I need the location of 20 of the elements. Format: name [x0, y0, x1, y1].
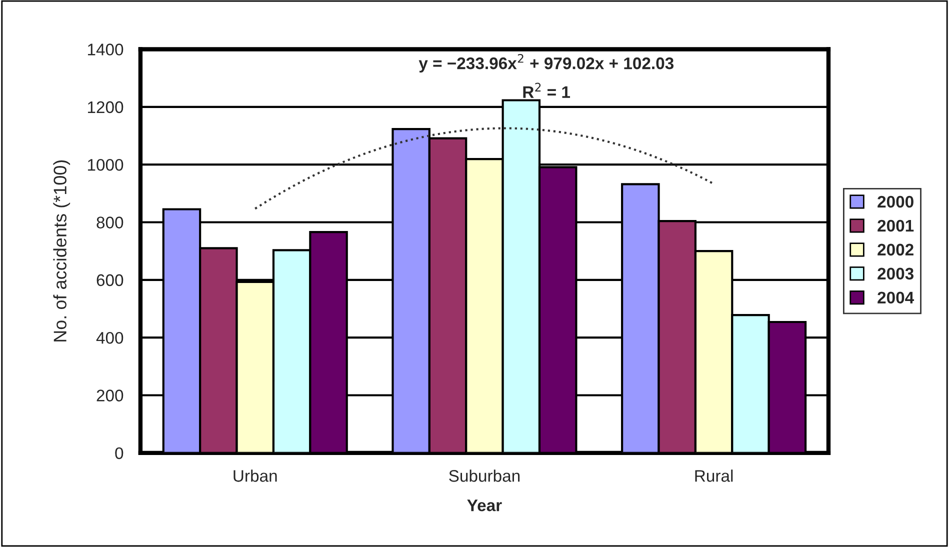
annotation: y = −233.96x$^{2}$ + 979.02x + 102.03	[418, 54, 674, 73]
x-tick-label: Urban	[234, 470, 277, 482]
legend-label: 2000	[878, 196, 914, 208]
annotation: R$^{2}$ = 1	[523, 82, 570, 98]
y-tick-label: 1400	[88, 44, 124, 56]
y-tick-label: 1000	[88, 158, 124, 171]
x-tick-label: Suburban	[449, 470, 520, 482]
y-tick-label: 200	[96, 390, 124, 402]
legend-label: 2003	[878, 268, 914, 280]
legend-label: 2001	[878, 220, 914, 232]
y-tick-label: 800	[96, 216, 124, 228]
y-tick-label: 0	[115, 447, 124, 460]
legend-label: 2004	[878, 292, 914, 304]
x-axis-title: Year	[467, 500, 502, 512]
x-tick-label: Rural	[695, 470, 733, 482]
y-tick-label: 600	[96, 274, 124, 286]
y-tick-label: 1200	[88, 101, 124, 114]
legend-label: 2002	[878, 244, 914, 256]
y-axis-title: No. of accidents (*100)	[53, 160, 70, 342]
y-tick-label: 400	[96, 332, 124, 344]
